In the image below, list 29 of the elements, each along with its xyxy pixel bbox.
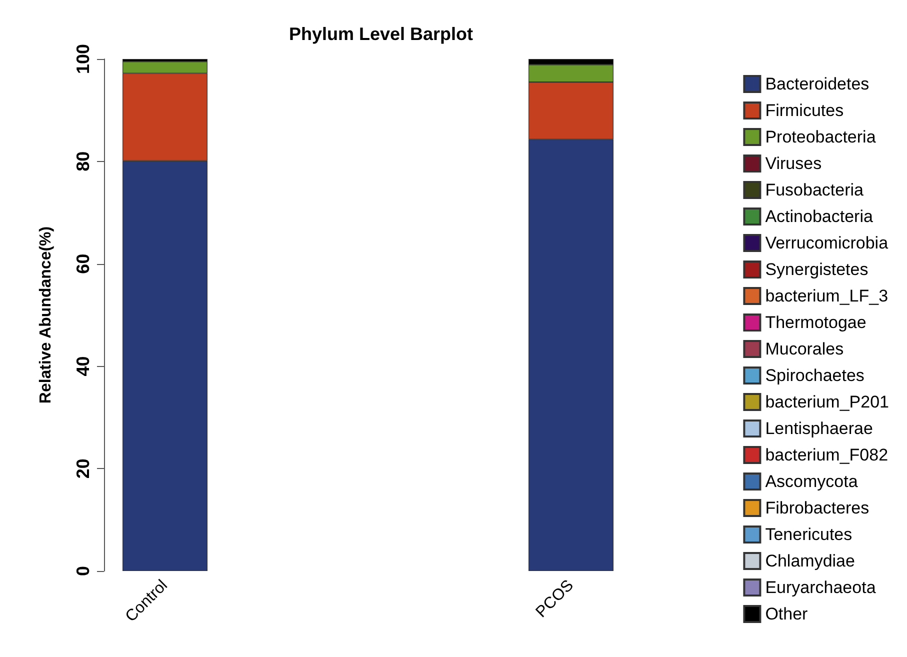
legend-label: Euryarchaeota [765,578,876,597]
chart-title: Phylum Level Barplot [288,24,474,44]
legend-label: Synergistetes [765,260,868,279]
legend-label: Proteobacteria [765,128,876,146]
legend-label: Actinobacteria [765,207,874,226]
legend-label: Bacteroidetes [765,74,870,94]
legend-label: Fusobacteria [765,180,864,200]
legend-label: Lentisphaerae [765,419,873,438]
legend-label: bacterium_P201 [765,392,890,412]
legend-label: Viruses [765,154,822,173]
legend-label: Ascomycota [765,472,858,491]
y-tick-label: 0 [73,566,93,576]
y-tick-label: 20 [73,458,93,479]
legend-label: Firmicutes [765,101,844,120]
legend-label: Thermotogae [765,313,866,332]
legend-label: bacterium_LF_3 [765,286,888,306]
legend-label: bacterium_F082 [765,446,888,464]
y-tick-label: 80 [73,151,93,172]
legend-label: Spirochaetes [765,366,864,385]
y-axis-title: Relative Abundance(%) [38,226,54,404]
legend-label: Chlamydiae [765,552,855,570]
legend-label: Verrucomicrobia [765,234,889,252]
y-tick-label: 100 [73,44,93,74]
legend-label: Tenericutes [765,525,852,544]
legend-label: Mucorales [765,340,844,358]
legend-label: Other [765,604,808,624]
legend-label: Fibrobacteres [765,498,870,518]
y-tick-label: 40 [73,356,93,376]
y-tick-label: 60 [73,254,93,274]
